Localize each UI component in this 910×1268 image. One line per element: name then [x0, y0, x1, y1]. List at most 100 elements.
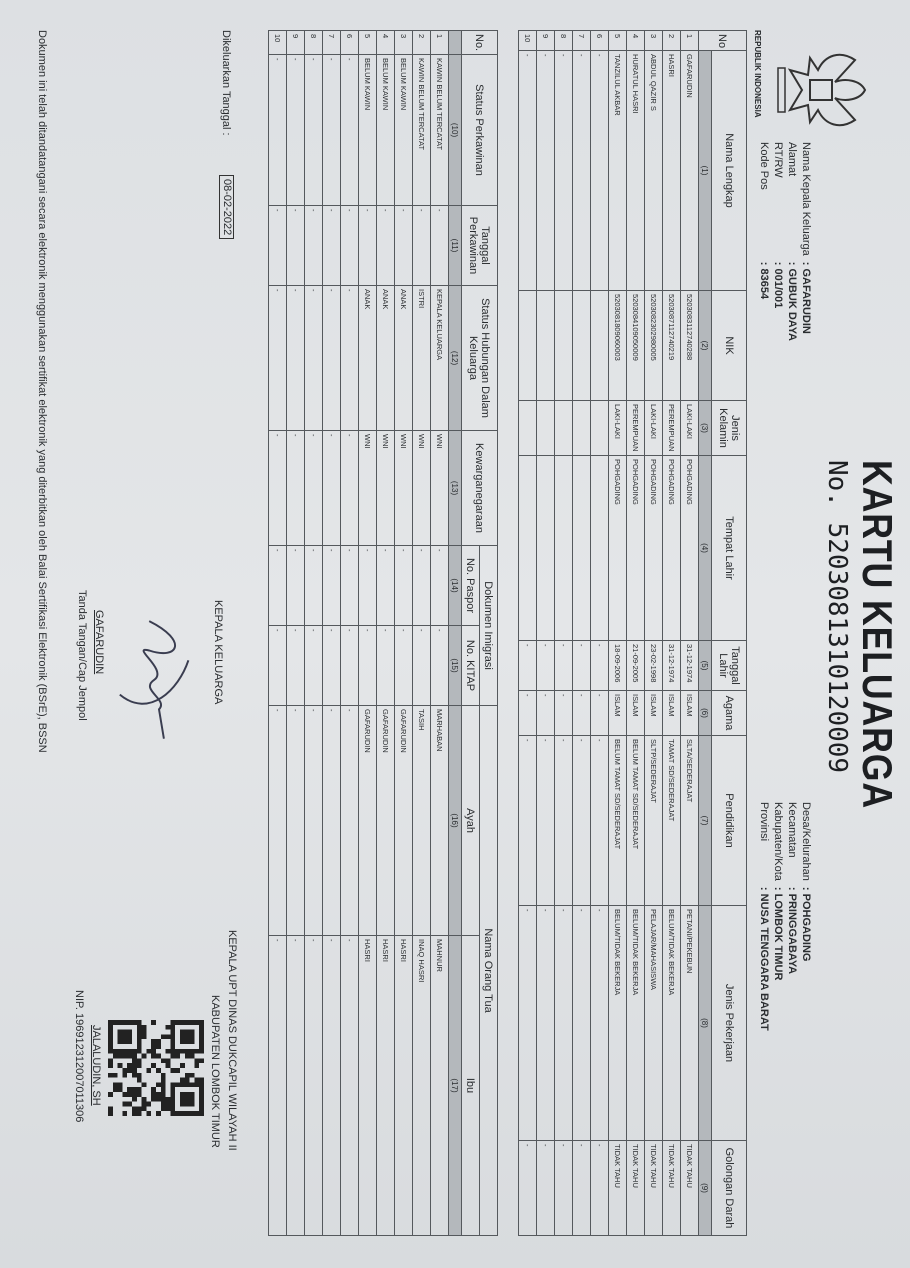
- table-cell: -: [590, 1140, 609, 1236]
- column-header: Tempat Lahir: [711, 455, 747, 641]
- column-number: (17): [448, 935, 462, 1236]
- household-field-label: RT/RW: [772, 142, 784, 178]
- table-row: 8--------: [304, 30, 323, 1236]
- table-cell: LAKI-LAKI: [644, 400, 663, 456]
- region-field-value: : NUSA TENGGARA BARAT: [758, 886, 770, 1031]
- table-cell: [572, 290, 591, 401]
- column-number: (7): [698, 735, 712, 906]
- table-cell: -: [394, 625, 413, 706]
- family-card-number: No. 5203081310120009: [822, 460, 852, 774]
- region-field-label: Desa/Kelurahan: [800, 802, 812, 881]
- table-cell: -: [340, 935, 359, 1236]
- table-row: 8------: [554, 30, 573, 1236]
- table-cell: -: [554, 735, 573, 906]
- table-cell: -: [518, 50, 537, 291]
- table-cell: ANAK: [394, 285, 413, 431]
- column-number: (11): [448, 205, 462, 286]
- table-cell: 10: [268, 30, 287, 55]
- table-cell: BELUM KAWIN: [358, 54, 377, 206]
- table-cell: -: [518, 1140, 537, 1236]
- table-cell: 2: [412, 30, 431, 55]
- table-cell: 4: [626, 30, 645, 51]
- table-cell: GAFARUDIN: [394, 705, 413, 936]
- table-cell: 8: [304, 30, 323, 55]
- table-cell: BELUM KAWIN: [376, 54, 395, 206]
- table-cell: [590, 290, 609, 401]
- column-subheader: Ibu: [461, 935, 480, 1236]
- table-cell: PEREMPUAN: [662, 400, 681, 456]
- table-cell: -: [536, 905, 555, 1141]
- table-row: 10- - - - - - - -: [268, 30, 287, 1236]
- table-cell: KAWIN BELUM TERCATAT: [430, 54, 449, 206]
- table-row: 2 KAWIN BELUM TERCATAT - ISTRI WNI - - TASIH INA…: [412, 30, 431, 1236]
- table-cell: SLTA/SEDERAJAT: [680, 735, 699, 906]
- column-subheader: No. KITAP: [461, 625, 480, 706]
- region-field-label: Provinsi: [758, 802, 770, 842]
- table-cell: -: [322, 625, 341, 706]
- table-cell: [590, 455, 609, 641]
- table-cell: -: [322, 54, 341, 206]
- table-cell: -: [518, 735, 537, 906]
- table-cell: WNI: [376, 430, 395, 546]
- table-cell: -: [590, 905, 609, 1141]
- column-number: (10): [448, 54, 462, 206]
- column-number-row: (1) (2) (3) (4) (5) (6) (7) (8) (9): [698, 31, 712, 1236]
- table-cell: TIDAK TAHU: [644, 1140, 663, 1236]
- table-cell: -: [358, 545, 377, 626]
- table-cell: -: [304, 935, 323, 1236]
- table-cell: ABDUL QAZIR S: [644, 50, 663, 291]
- table-cell: [536, 455, 555, 641]
- table-cell: -: [518, 905, 537, 1141]
- e-signature-disclaimer: Dokumen ini telah ditandatangani secara …: [36, 30, 48, 753]
- table-cell: -: [412, 205, 431, 286]
- table-cell: [536, 400, 555, 456]
- household-field-row: RT/RW: 001/001: [772, 142, 784, 345]
- table-cell: -: [268, 430, 287, 546]
- table-cell: [554, 400, 573, 456]
- table-cell: ISLAM: [644, 690, 663, 736]
- table-cell: TANZILUL AKBAR: [608, 50, 627, 291]
- table-cell: WNI: [394, 430, 413, 546]
- table-cell: -: [340, 205, 359, 286]
- region-field-value: : PRINGGABAYA: [786, 886, 798, 975]
- table-cell: BELUM/TIDAK BEKERJA: [662, 905, 681, 1141]
- column-number: (9): [698, 1140, 712, 1236]
- table-row: 4 HURATUL HASRI 5203084109050009 PEREMPUAN P…: [626, 30, 645, 1236]
- signature-icon: [119, 620, 190, 739]
- table-cell: 18-09-2006: [608, 640, 627, 691]
- column-header: Tanggal Perkawinan: [461, 205, 498, 286]
- column-number: (12): [448, 285, 462, 431]
- household-fields: Nama Kepala Keluarga: GAFARUDIN Alamat: G…: [756, 140, 814, 347]
- table-cell: BELUM TAMAT SD/SEDERAJAT: [626, 735, 645, 906]
- table-cell: -: [572, 640, 591, 691]
- table-cell: 7: [322, 30, 341, 55]
- status-table: No. Status Perkawinan Tanggal Perkawinan St…: [268, 30, 498, 1236]
- table-row: 2 HASRI 5203087112740219 PEREMPUAN POHGADING…: [662, 30, 681, 1236]
- header-row: No Nama Lengkap NIK Jenis Kelamin Tempat Lah…: [698, 30, 747, 1236]
- table-cell: POHGADING: [608, 455, 627, 641]
- table-row: 6--------: [340, 30, 359, 1236]
- region-field-row: Desa/Kelurahan: POHGADING: [800, 802, 812, 1035]
- table-row: 4 BELUM KAWIN - ANAK WNI - - GAFARUDIN HASRI: [376, 30, 395, 1236]
- table-cell: MAHNUR: [430, 935, 449, 1236]
- column-header: Golongan Darah: [711, 1140, 747, 1236]
- table-cell: -: [536, 690, 555, 736]
- table-cell: 23-02-1998: [644, 640, 663, 691]
- table-cell: TIDAK TAHU: [608, 1140, 627, 1236]
- table-cell: 31-12-1974: [662, 640, 681, 691]
- table-cell: -: [340, 625, 359, 706]
- table-cell: BELUM/TIDAK BEKERJA: [608, 905, 627, 1141]
- region-field-row: Kecamatan : PRINGGABAYA: [786, 802, 798, 1035]
- table-cell: -: [322, 285, 341, 431]
- table-cell: HASRI: [394, 935, 413, 1236]
- table-cell: [572, 400, 591, 456]
- region-field-label: Kecamatan: [786, 802, 798, 858]
- table-row: 5 BELUM KAWIN - ANAK WNI - - GAFARUDIN HASRI: [358, 30, 377, 1236]
- table-cell: -: [572, 735, 591, 906]
- column-header: Nama Orang Tua: [479, 705, 498, 1236]
- table-cell: TIDAK TAHU: [626, 1140, 645, 1236]
- garuda-emblem-icon: [777, 53, 867, 127]
- table-cell: [572, 455, 591, 641]
- column-number-row: (10) (11) (12) (13) (14) (15) (16) (17): [448, 30, 462, 1236]
- emblem-caption: REPUBLIK INDONESIA: [753, 30, 762, 118]
